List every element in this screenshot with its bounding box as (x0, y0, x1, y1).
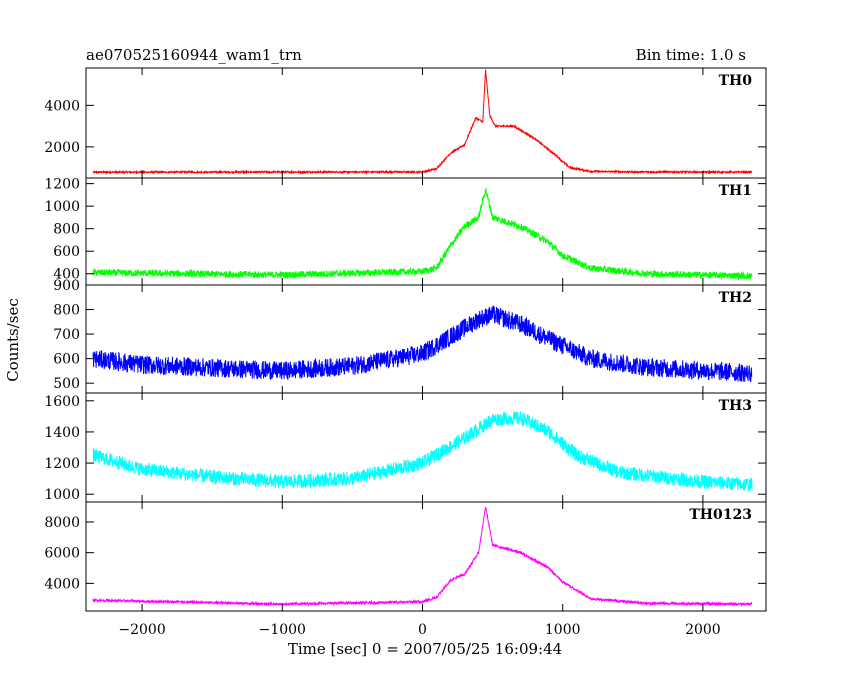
x-axis: −2000 −1000 0 1000 2000 (118, 622, 720, 638)
series-th0123-line (92, 507, 753, 607)
series-th0-line (92, 69, 753, 175)
panel-frame (85, 392, 767, 503)
y-tick-label: 4000 (44, 98, 80, 114)
y-tick-label: 1600 (44, 394, 80, 410)
y-tick-label: 600 (53, 352, 80, 368)
y-tick-label: 6000 (44, 546, 80, 562)
channel-label: TH0123 (689, 507, 752, 523)
bin-time-label: Bin time: 1.0 s (636, 46, 746, 64)
y-tick-label: 400 (53, 267, 80, 283)
channel-label: TH1 (719, 183, 752, 199)
y-tick-label: 900 (53, 278, 80, 294)
panel-th3: 1000 1200 1400 1600 TH3 (44, 392, 767, 503)
panel-th0123: 4000 6000 8000 TH0123 (44, 501, 767, 612)
y-tick-label: 1000 (44, 199, 80, 215)
y-tick-label: 2000 (44, 140, 80, 156)
y-tick-label: 4000 (44, 576, 80, 592)
y-tick-label: 1400 (44, 425, 80, 441)
x-axis-title: Time [sec] 0 = 2007/05/25 16:09:44 (288, 640, 562, 658)
x-tick-label: −1000 (259, 622, 306, 638)
x-tick-label: −2000 (118, 622, 165, 638)
x-tick-label: 2000 (685, 622, 721, 638)
y-axis-title: Counts/sec (4, 298, 22, 382)
y-tick-label: 800 (53, 222, 80, 238)
y-tick-label: 600 (53, 244, 80, 260)
channel-label: TH0 (719, 73, 753, 89)
y-tick-label: 1200 (44, 456, 80, 472)
chart-title: ae070525160944_wam1_trn (86, 46, 302, 64)
y-tick-label: 1000 (44, 487, 80, 503)
y-tick-label: 500 (53, 376, 80, 392)
channel-label: TH3 (719, 398, 752, 414)
series-th2-line (92, 305, 753, 382)
panel-frame (85, 67, 767, 179)
panel-frame (85, 501, 767, 612)
y-tick-label: 8000 (44, 515, 80, 531)
x-tick-label: 0 (418, 622, 427, 638)
x-tick-label: 1000 (545, 622, 581, 638)
channel-label: TH2 (719, 290, 752, 306)
panel-stack: 2000 4000 TH0 400 600 800 1000 1200 TH1 500 600 700… (44, 67, 767, 612)
y-tick-label: 1200 (44, 177, 80, 193)
series-th3-line (92, 411, 753, 492)
y-tick-label: 800 (53, 303, 80, 319)
series-th1-line (92, 188, 753, 281)
panel-th0: 2000 4000 TH0 (44, 67, 767, 179)
panel-th2: 500 600 700 800 900 TH2 (53, 278, 767, 394)
panel-frame (85, 284, 767, 394)
panel-th1: 400 600 800 1000 1200 TH1 (44, 177, 767, 286)
y-tick-label: 700 (53, 327, 80, 343)
